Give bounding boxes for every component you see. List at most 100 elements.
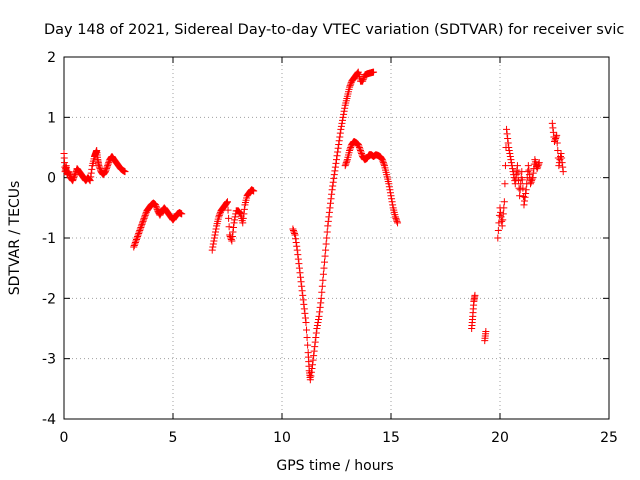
data-point-interp xyxy=(358,150,366,158)
data-point-interp xyxy=(332,159,340,167)
data-point-interp xyxy=(303,334,311,342)
data-point xyxy=(215,213,223,221)
data-point-interp xyxy=(224,206,232,214)
data-point-interp xyxy=(240,205,248,213)
data-point-interp xyxy=(235,208,243,216)
data-point-interp xyxy=(501,180,509,188)
data-point-interp xyxy=(528,175,536,183)
data-point-interp xyxy=(298,287,306,295)
data-point-interp xyxy=(229,223,237,231)
data-point xyxy=(557,150,565,158)
data-point-interp xyxy=(521,193,529,201)
data-point-interp xyxy=(320,264,328,272)
data-point xyxy=(339,113,347,121)
data-point-interp xyxy=(311,338,319,346)
data-point-interp xyxy=(386,189,394,197)
data-point-interp xyxy=(211,231,219,239)
data-point-interp xyxy=(135,228,143,236)
data-point xyxy=(141,213,149,221)
series-segment-5 xyxy=(341,137,402,227)
data-point-interp xyxy=(303,326,311,334)
data-point-interp xyxy=(216,210,224,218)
data-point-interp xyxy=(518,176,526,184)
data-point xyxy=(520,201,528,209)
data-point xyxy=(524,162,532,170)
data-point-interp xyxy=(342,160,350,168)
data-point xyxy=(178,210,186,218)
data-point-interp xyxy=(340,107,348,115)
data-point xyxy=(224,198,231,206)
data-point-interp xyxy=(228,232,236,240)
data-point xyxy=(356,147,364,155)
data-point-interp xyxy=(500,204,508,212)
data-point-interp xyxy=(346,145,354,153)
data-point-interp xyxy=(104,160,112,168)
data-point-interp xyxy=(142,210,150,218)
data-point-interp xyxy=(296,269,304,277)
data-point xyxy=(130,243,138,251)
data-point-interp xyxy=(553,139,561,147)
y-tick-label: -4 xyxy=(42,412,56,428)
data-point-interp xyxy=(307,368,315,376)
data-point-interp xyxy=(325,208,333,216)
data-point-interp xyxy=(69,175,77,183)
data-point-interp xyxy=(331,167,339,175)
data-point xyxy=(306,376,314,384)
data-point-interp xyxy=(333,152,341,160)
data-point xyxy=(136,225,144,233)
data-point-interp xyxy=(528,177,536,185)
data-point-interp xyxy=(507,159,515,167)
data-point xyxy=(298,282,306,290)
data-point-interp xyxy=(231,216,239,224)
data-point-interp xyxy=(514,169,522,177)
data-point-interp xyxy=(357,148,365,156)
data-point-interp xyxy=(522,190,530,198)
data-point xyxy=(503,125,511,133)
data-point xyxy=(559,168,567,176)
data-point-interp xyxy=(509,165,517,173)
data-point-interp xyxy=(329,178,337,186)
data-point-interp xyxy=(133,234,141,242)
data-point xyxy=(95,162,103,170)
data-point xyxy=(387,192,395,200)
chart-title: Day 148 of 2021, Sidereal Day-to-day VTE… xyxy=(44,22,624,38)
data-point-interp xyxy=(323,234,331,242)
data-point-interp xyxy=(319,276,327,284)
data-point xyxy=(498,222,506,230)
data-point-interp xyxy=(140,216,148,224)
data-point-interp xyxy=(136,226,144,234)
data-point-interp xyxy=(524,168,532,176)
data-point-interp xyxy=(209,243,217,251)
data-point-interp xyxy=(301,309,309,317)
x-tick-label: 0 xyxy=(60,430,69,446)
data-point-interp xyxy=(289,226,297,234)
data-point-interp xyxy=(505,147,513,155)
data-point-interp xyxy=(304,341,312,349)
data-point-interp xyxy=(312,329,320,337)
data-point-interp xyxy=(342,159,350,167)
data-point-interp xyxy=(517,180,525,188)
data-point xyxy=(516,192,524,200)
data-point-interp xyxy=(346,82,354,90)
data-point-interp xyxy=(336,133,344,141)
data-point-interp xyxy=(229,228,237,236)
data-point xyxy=(300,300,308,308)
data-point-interp xyxy=(210,237,218,245)
data-point-interp xyxy=(521,197,529,205)
data-point xyxy=(394,219,402,227)
data-point-interp xyxy=(295,260,303,268)
data-point xyxy=(328,186,336,194)
data-point-interp xyxy=(70,172,78,180)
data-point xyxy=(210,234,218,242)
data-point-interp xyxy=(240,210,248,218)
data-point xyxy=(295,264,303,272)
data-point-interp xyxy=(559,163,567,171)
data-point-interp xyxy=(105,159,113,167)
data-point xyxy=(359,77,367,85)
data-point-interp xyxy=(355,142,363,150)
data-point-interp xyxy=(392,214,400,222)
data-point-interp xyxy=(86,176,94,184)
data-point xyxy=(385,180,393,188)
data-point-interp xyxy=(393,217,401,225)
